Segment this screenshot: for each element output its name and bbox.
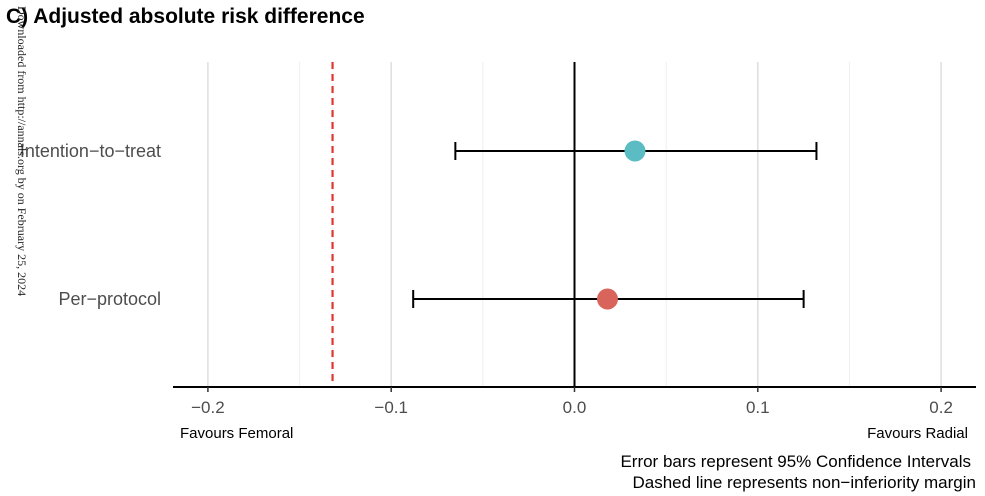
x-tick-label-2: 0.0 [563,398,587,417]
point-estimate-1 [596,288,618,310]
chart-title: C) Adjusted absolute risk difference [6,5,365,28]
x-tick-label-3: 0.1 [746,398,770,417]
download-watermark: Downloaded from http://annals.org by on … [15,6,29,296]
point-estimate-0 [624,140,646,162]
x-axis-ticks: −0.2 −0.1 0.0 0.1 0.2 [191,387,953,417]
category-labels: Intention−to−treat Per−protocol [20,141,161,309]
data-marks [412,140,818,310]
x-tick-label-1: −0.1 [374,398,408,417]
caption-error-bars: Error bars represent 95% Confidence Inte… [620,452,971,471]
estimate-row-1 [412,288,805,310]
estimate-row-0 [454,140,818,162]
favours-radial-label: Favours Radial [867,425,968,442]
category-label-1: Per−protocol [58,289,161,309]
caption-dashed-line: Dashed line represents non−inferiority m… [633,473,977,492]
x-tick-label-0: −0.2 [191,398,225,417]
x-tick-label-4: 0.2 [929,398,953,417]
favours-femoral-label: Favours Femoral [180,425,293,442]
reference-lines [331,62,576,387]
category-label-0: Intention−to−treat [20,141,161,161]
